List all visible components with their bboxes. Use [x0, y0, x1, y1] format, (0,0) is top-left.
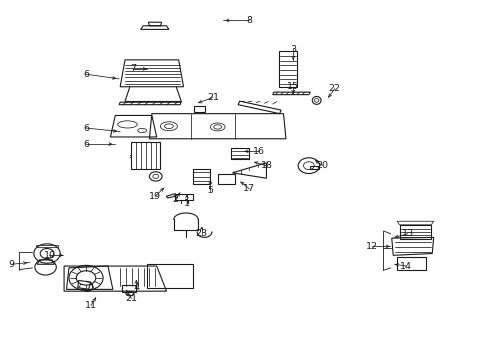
Text: 19: 19 [149, 192, 161, 201]
Text: 13: 13 [401, 229, 413, 238]
Bar [122, 285, 136, 292]
Text: 7: 7 [130, 64, 136, 73]
Text: 6: 6 [83, 123, 89, 132]
Text: 21: 21 [125, 294, 137, 303]
Text: 5: 5 [207, 186, 213, 195]
Text: 23: 23 [195, 229, 207, 238]
Text: 1: 1 [183, 199, 189, 208]
Text: 15: 15 [286, 82, 299, 91]
Text: 22: 22 [328, 84, 340, 93]
Bar [399, 225, 430, 239]
Bar [230, 148, 249, 159]
Text: 3: 3 [289, 45, 296, 54]
Text: 20: 20 [316, 161, 328, 170]
Bar [278, 51, 297, 87]
Text: 8: 8 [246, 16, 252, 25]
Bar [194, 107, 204, 112]
Text: 12: 12 [366, 242, 378, 251]
Text: 2: 2 [172, 195, 178, 204]
Text: 6: 6 [83, 70, 89, 79]
Bar [131, 142, 159, 169]
Bar [396, 257, 425, 270]
Text: 4: 4 [133, 283, 139, 292]
Text: 9: 9 [8, 260, 14, 269]
Text: 16: 16 [253, 147, 264, 156]
Bar [310, 166, 319, 169]
Text: 14: 14 [400, 262, 411, 271]
Text: 21: 21 [206, 93, 218, 102]
Bar [217, 174, 234, 184]
Text: 6: 6 [83, 140, 89, 149]
Bar [36, 244, 58, 247]
Text: 10: 10 [43, 251, 55, 260]
Text: 11: 11 [85, 301, 97, 310]
Text: 17: 17 [243, 184, 255, 193]
Text: 18: 18 [260, 161, 272, 170]
Bar [193, 169, 210, 184]
